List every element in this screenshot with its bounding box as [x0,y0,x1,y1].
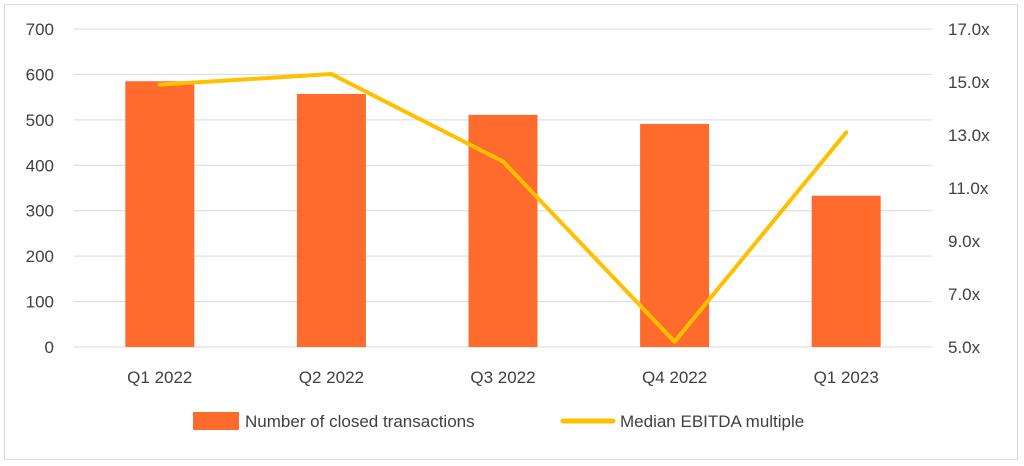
right-tick-label: 15.0x [948,73,990,92]
x-axis-ticks: Q1 2022 Q2 2022 Q3 2022 Q4 2022 Q1 2023 [127,368,879,387]
legend-label-line: Median EBITDA multiple [620,412,804,431]
line-point [672,339,677,344]
bar [811,195,881,347]
right-tick-label: 9.0x [948,232,981,251]
x-tick-label: Q1 2022 [127,368,192,387]
x-tick-label: Q2 2022 [299,368,364,387]
left-axis-ticks: 0 100 200 300 400 500 600 700 [26,20,54,357]
x-tick-label: Q3 2022 [470,368,535,387]
line-point [844,130,849,135]
left-tick-label: 600 [26,65,54,84]
bar-series [125,81,881,348]
left-tick-label: 200 [26,247,54,266]
right-tick-label: 11.0x [948,179,989,198]
legend-swatch-bar [193,412,239,430]
x-tick-label: Q1 2023 [814,368,879,387]
line-point [157,82,162,87]
bar [640,123,710,348]
line-point [329,72,334,77]
right-tick-label: 13.0x [948,126,990,145]
right-axis-ticks: 5.0x 7.0x 9.0x 11.0x 13.0x 15.0x 17.0x [948,20,990,357]
line-point [501,159,505,164]
right-tick-label: 5.0x [948,338,981,357]
bar [296,93,366,347]
left-tick-label: 400 [26,156,54,175]
left-tick-label: 100 [26,293,54,312]
legend: Number of closed transactions Median EBI… [193,412,804,431]
left-tick-label: 0 [45,338,54,357]
legend-label-bar: Number of closed transactions [245,412,475,431]
left-tick-label: 500 [26,111,54,130]
x-tick-label: Q4 2022 [642,368,707,387]
right-tick-label: 7.0x [948,285,981,304]
line-series [157,72,849,344]
bar [468,114,538,347]
bar [125,81,195,347]
left-tick-label: 300 [26,202,54,221]
right-tick-label: 17.0x [948,20,990,39]
left-tick-label: 700 [26,20,54,39]
